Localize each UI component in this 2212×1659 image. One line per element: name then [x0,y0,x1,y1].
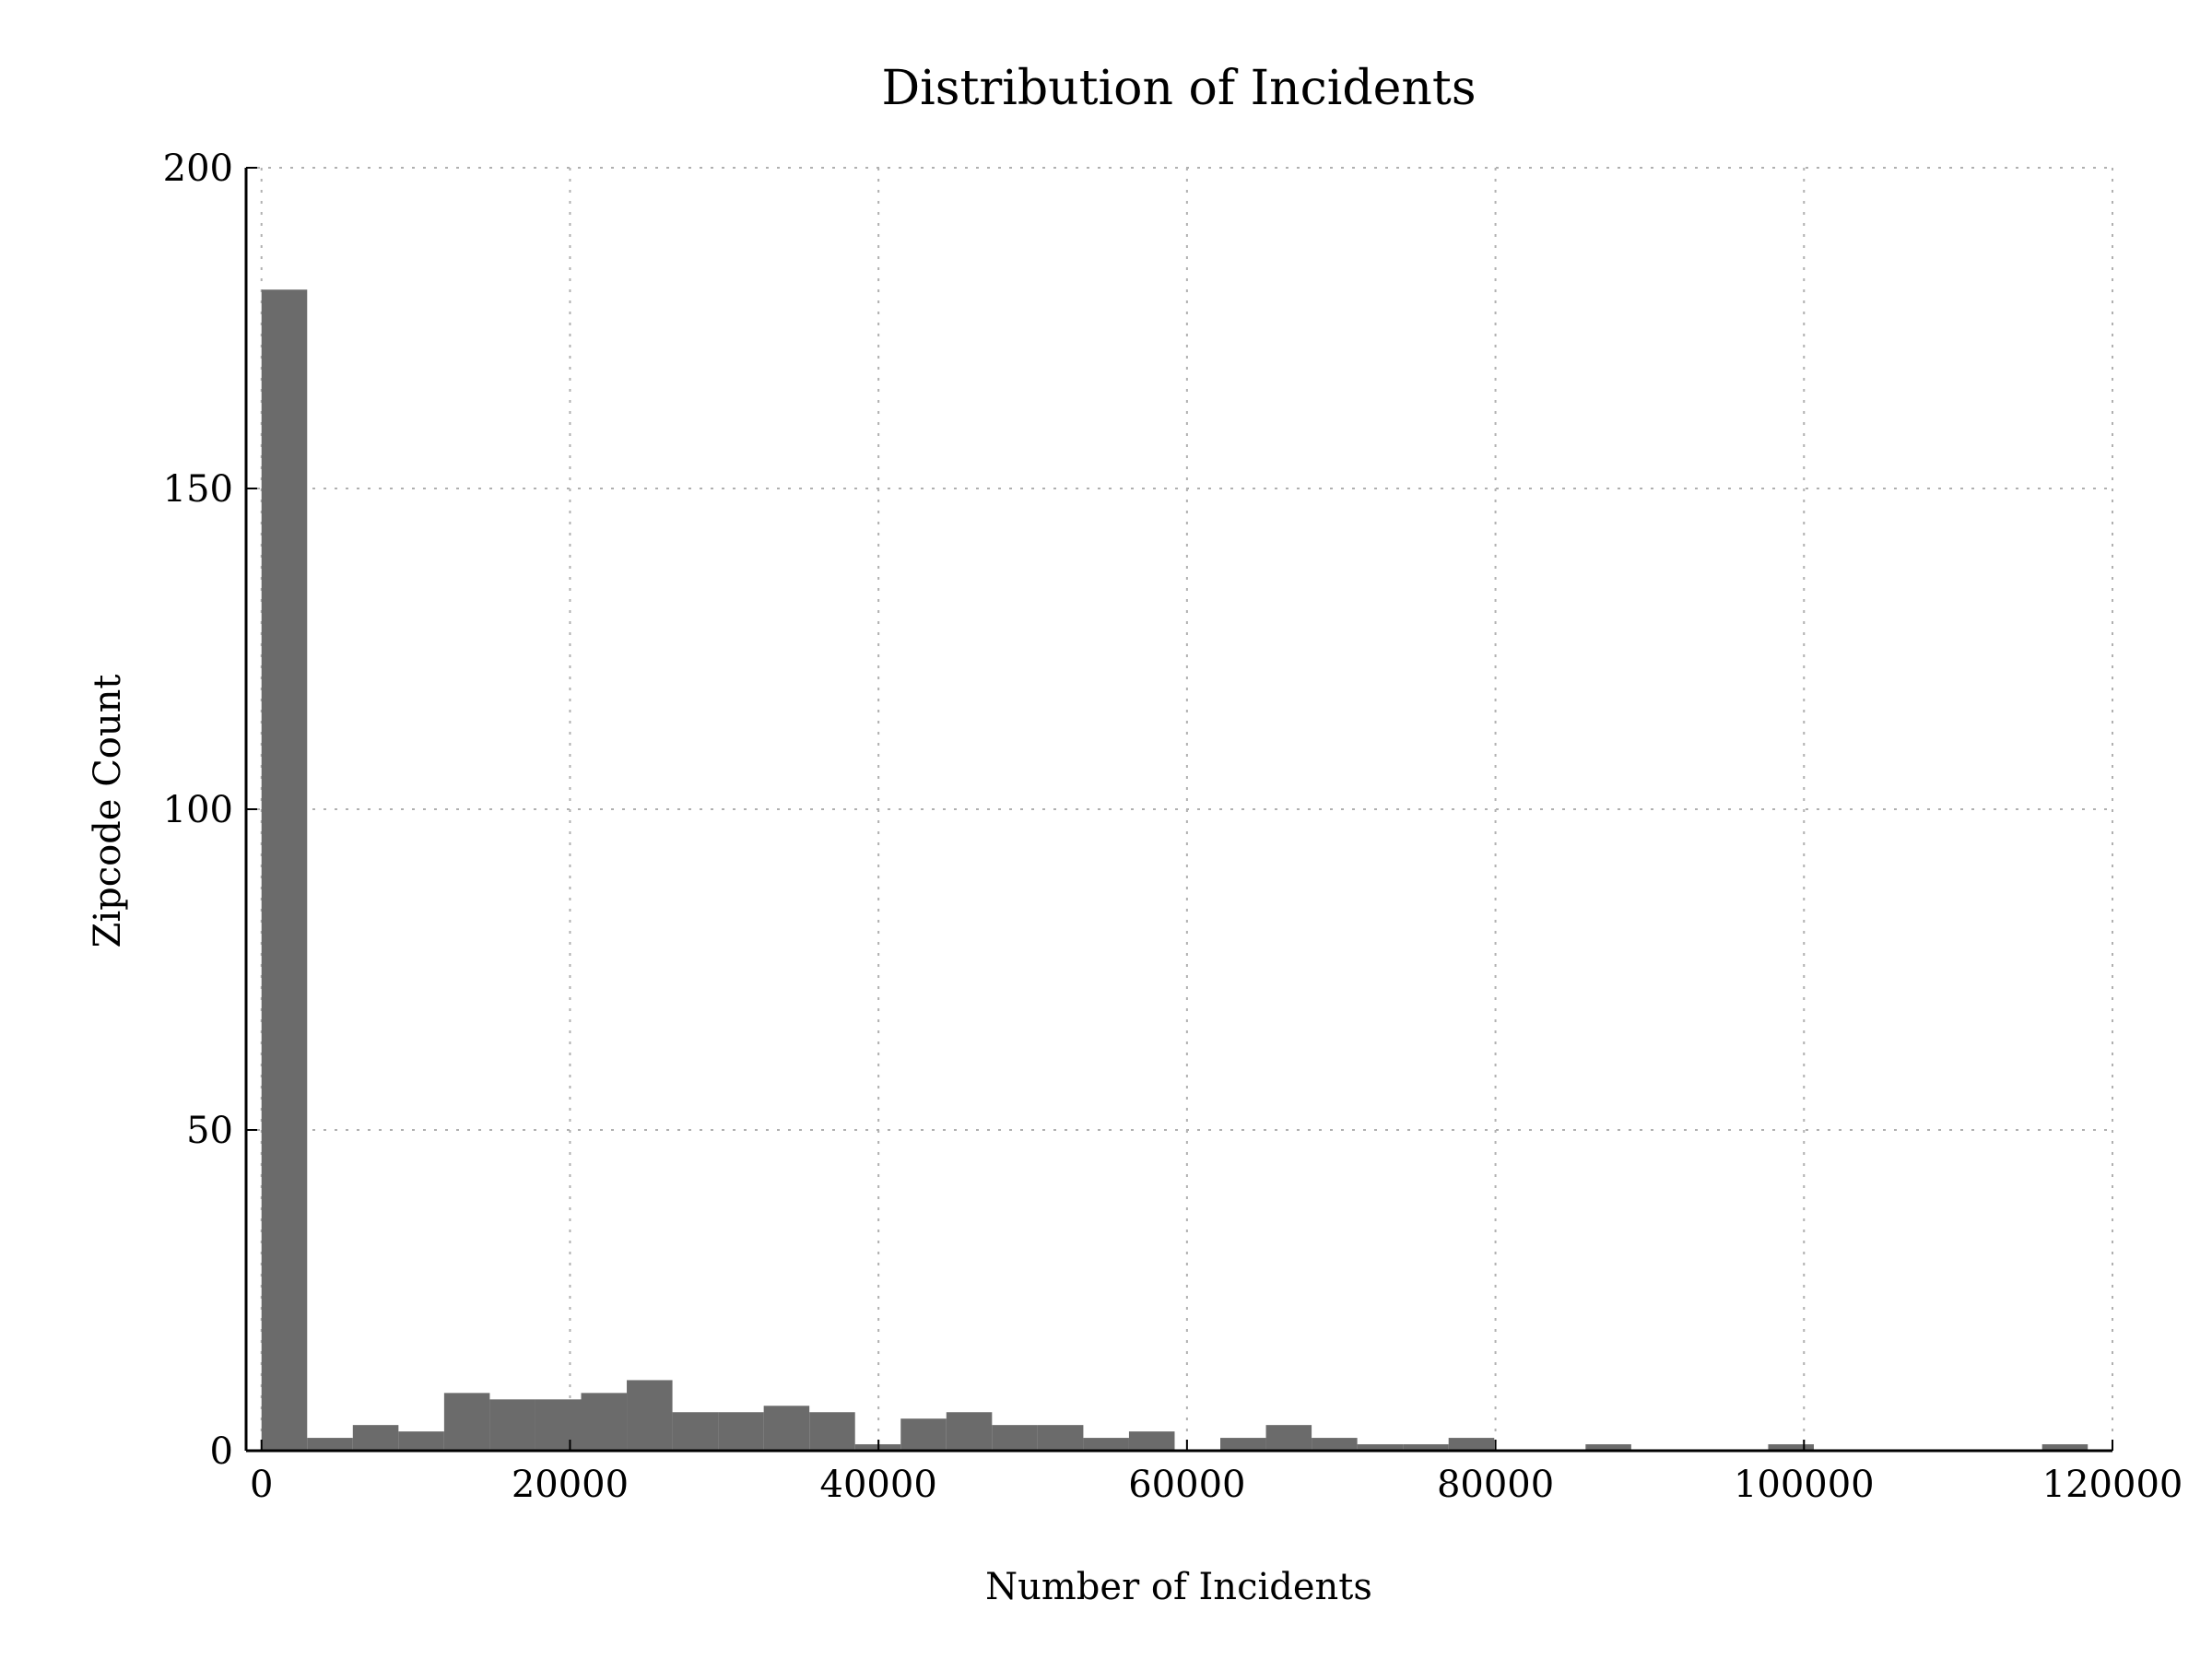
histogram-bars [261,289,2088,1451]
histogram-bar [718,1412,764,1451]
histogram-bar [1220,1438,1266,1451]
y-tick-label-4: 200 [163,147,233,190]
x-tick-label-6: 120000 [2042,1464,2183,1506]
histogram-bar [1312,1438,1358,1451]
x-tick-label-2: 40000 [820,1464,937,1506]
y-axis-ticks: 0 50 100 150 200 [163,147,257,1473]
x-tick-label-4: 80000 [1437,1464,1554,1506]
chart-title: Distribution of Incidents [881,61,1476,116]
histogram-bar [352,1425,399,1451]
histogram-bar [627,1380,673,1451]
x-tick-label-1: 20000 [512,1464,629,1506]
histogram-bar [809,1412,855,1451]
histogram-bar [2041,1444,2088,1451]
y-axis-label: Zipcode Count [87,675,129,948]
x-axis-label: Number of Incidents [985,1566,1372,1608]
histogram-bar [489,1399,535,1451]
histogram-bar [1768,1444,1814,1451]
histogram-bar [398,1431,444,1451]
grid-lines [246,167,2113,1452]
histogram-bar [900,1418,947,1451]
histogram-bar [1083,1438,1129,1451]
histogram-bar [1357,1444,1404,1451]
histogram-bar [1403,1444,1449,1451]
histogram-bar [261,289,308,1451]
histogram-bar [992,1425,1038,1451]
histogram-bar [763,1406,810,1451]
x-tick-label-0: 0 [250,1464,273,1506]
y-tick-label-3: 150 [163,468,233,511]
y-tick-label-0: 0 [210,1430,233,1473]
histogram-bar [672,1412,719,1451]
histogram-bar [535,1399,582,1451]
y-tick-label-1: 50 [186,1110,233,1152]
histogram-bar [1448,1438,1495,1451]
x-tick-label-3: 60000 [1128,1464,1245,1506]
y-tick-label-2: 100 [163,789,233,831]
x-tick-label-5: 100000 [1734,1464,1875,1506]
histogram-bar [307,1438,353,1451]
histogram-bar [1265,1425,1312,1451]
histogram-bar [1128,1431,1175,1451]
x-axis-ticks: 0 20000 40000 60000 80000 100000 120000 [250,1440,2183,1506]
histogram-bar [1585,1444,1631,1451]
histogram-bar [1037,1425,1084,1451]
histogram-bar [443,1393,490,1451]
axes [244,168,2112,1453]
histogram-bar [581,1393,628,1451]
histogram-bar [946,1412,993,1451]
